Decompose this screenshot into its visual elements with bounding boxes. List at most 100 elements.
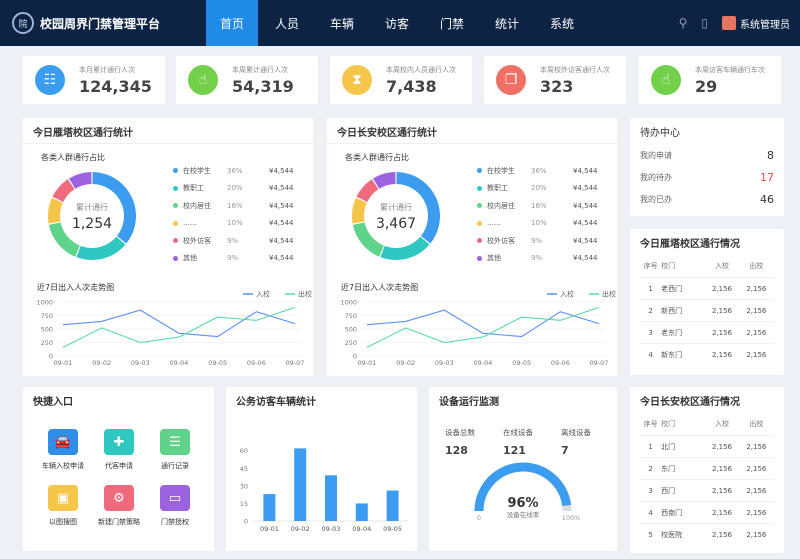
stat-card-1: ☝ 本周累计通行人次 54,319 [176, 56, 318, 104]
x-tick-label: 09-01 [358, 359, 377, 367]
add-user-icon: ✚ [104, 429, 134, 455]
quick-item-label: 车辆入校申请 [42, 462, 84, 470]
y-tick-label: 500 [41, 326, 53, 334]
y-tick-label: 45 [240, 465, 248, 473]
legend-dot [173, 203, 178, 209]
x-tick-label: 09-01 [260, 525, 279, 533]
quick-access-card: 快捷入口 🚘 车辆入校申请 ✚ 代客申请 ☰ 通行记录 ▣ 以图搜图 ⚙ 新建门禁策略 ▭ 门禁授权 [23, 387, 214, 551]
quick-item-3[interactable]: ▣ 以图搜图 [35, 485, 91, 541]
legend-value: ¥4,544 [573, 236, 598, 245]
legend-dot [173, 255, 178, 261]
bar [325, 475, 337, 521]
quick-item-0[interactable]: 🚘 车辆入校申请 [35, 429, 91, 485]
y-tick-label: 0 [244, 518, 248, 526]
table-row[interactable]: 5 校医院 2,156 2,156 [640, 523, 774, 545]
stat-text: 本周累计通行人次 54,319 [232, 65, 294, 96]
pie-legend: 在校学生 36% ¥4,544 教职工 20% ¥4,544 校内居住 16% ¥4,544……… [173, 162, 294, 267]
legend-pct: 9% [531, 236, 543, 245]
device-stat-2: 离线设备 7 [561, 427, 619, 457]
car-icon: 🚘 [48, 429, 78, 455]
quick-item-1[interactable]: ✚ 代客申请 [91, 429, 147, 485]
column-header: 序号 [643, 420, 658, 428]
legend-pct: 9% [227, 236, 239, 245]
x-tick-label: 09-05 [208, 359, 227, 367]
app-title: 校园周界门禁管理平台 [40, 16, 161, 31]
nav-item-3[interactable]: 访客 [384, 16, 409, 31]
nav-item-2[interactable]: 车辆 [329, 16, 354, 31]
avatar[interactable] [722, 16, 736, 30]
column-header: 入校 [714, 420, 729, 428]
table-row[interactable]: 3 老东门 2,156 2,156 [640, 321, 774, 343]
table-cell: 老东门 [661, 328, 683, 337]
table-row[interactable]: 1 北门 2,156 2,156 [640, 435, 774, 457]
donut-slice-2 [48, 222, 80, 257]
quick-item-5[interactable]: ▭ 门禁授权 [147, 485, 203, 541]
table-row[interactable]: 4 新东门 2,156 2,156 [640, 343, 774, 365]
series-legend-label: 入校 [560, 290, 574, 299]
legend-name: 在校学生 [487, 166, 515, 175]
quick-item-label: 代客申请 [105, 462, 133, 470]
nav-item-6[interactable]: 系统 [549, 16, 574, 31]
table-row[interactable]: 4 西南门 2,156 2,156 [640, 501, 774, 523]
legend-pct: 10% [227, 219, 243, 228]
quick-item-2[interactable]: ☰ 通行记录 [147, 429, 203, 485]
nav-item-0[interactable]: 首页 [206, 0, 258, 46]
quick-item-label: 新建门禁策略 [98, 518, 140, 526]
table-cell: 北门 [661, 442, 676, 451]
y-tick-label: 750 [41, 312, 53, 320]
column-header: 出校 [749, 420, 764, 428]
table-row[interactable]: 1 老西门 2,156 2,156 [640, 277, 774, 299]
todo-item[interactable]: 我的已办 46 [630, 188, 784, 210]
nav-item-4[interactable]: 门禁 [439, 16, 464, 31]
main-nav: 首页 人员 车辆 访客 门禁 统计 系统 [206, 0, 591, 46]
table-row[interactable]: 3 西门 2,156 2,156 [640, 479, 774, 501]
bell-icon[interactable]: ▯ [701, 16, 708, 30]
table-row[interactable]: 2 新西门 2,156 2,156 [640, 299, 774, 321]
donut-center-label: 累计通行 [76, 202, 108, 212]
user-name[interactable]: 系统管理员 [740, 19, 790, 31]
table-row[interactable]: 2 东门 2,156 2,156 [640, 457, 774, 479]
table-cell: 2,156 [746, 328, 767, 337]
campus-changan-card: 今日长安校区通行统计 各类人群通行占比 累计通行 3,467 在校学生 36% ¥4,544… [327, 118, 617, 376]
donut-slice-3 [352, 197, 367, 224]
x-tick-label: 09-06 [551, 359, 570, 367]
stat-value: 54,319 [232, 76, 294, 96]
nav-item-5[interactable]: 统计 [494, 16, 519, 31]
x-tick-label: 09-04 [352, 525, 371, 533]
legend-dot [477, 220, 482, 226]
device-stat-label: 在线设备 [503, 428, 533, 437]
legend-row: …… 10% ¥4,544 [173, 215, 294, 233]
legend-name: 在校学生 [183, 166, 211, 175]
legend-dot [477, 203, 482, 209]
thumbs-up-icon: ☝ [651, 65, 681, 95]
gate-table-changan: 今日长安校区通行情况 序号 校门 入校 出校 1 北门 2,156 2,156 2 东门 2,156 2… [630, 387, 784, 553]
donut-slice-5 [372, 172, 396, 189]
quick-item-4[interactable]: ⚙ 新建门禁策略 [91, 485, 147, 541]
gate-table: 序号 校门 入校 出校 1 北门 2,156 2,156 2 东门 2,156 2,156 3 西门 2,1… [640, 413, 774, 545]
legend-row: 校外访客 9% ¥4,544 [477, 232, 598, 250]
x-tick-label: 09-07 [590, 359, 609, 367]
legend-row: 校内居住 16% ¥4,544 [477, 197, 598, 215]
legend-dot [477, 185, 482, 191]
x-tick-label: 09-07 [286, 359, 305, 367]
legend-dot [173, 168, 178, 174]
pie-legend: 在校学生 36% ¥4,544 教职工 20% ¥4,544 校内居住 16% ¥4,544……… [477, 162, 598, 267]
legend-name: 校内居住 [487, 201, 515, 210]
legend-row: 其他 9% ¥4,544 [477, 250, 598, 268]
legend-value: ¥4,544 [269, 254, 294, 263]
todo-count: 8 [767, 148, 774, 162]
table-cell: 老西门 [661, 284, 683, 293]
y-tick-label: 1000 [340, 299, 357, 307]
legend-pct: 36% [227, 166, 243, 175]
search-icon[interactable]: ⚲ [678, 16, 688, 30]
device-stat-value: 128 [445, 444, 468, 457]
series-legend-label: 出校 [298, 290, 312, 299]
todo-item[interactable]: 我的待办 17 [630, 166, 784, 188]
x-tick-label: 09-01 [54, 359, 73, 367]
todo-item[interactable]: 我的申请 8 [630, 144, 784, 166]
table-cell: 2,156 [746, 508, 767, 517]
device-monitor-card: 设备运行监测 设备总数 128 在线设备 121 离线设备 7 96% 设备在线率 0 100% [429, 387, 617, 551]
legend-row: 教职工 20% ¥4,544 [173, 180, 294, 198]
monitor-icon: ▭ [160, 485, 190, 511]
nav-item-1[interactable]: 人员 [274, 16, 299, 31]
